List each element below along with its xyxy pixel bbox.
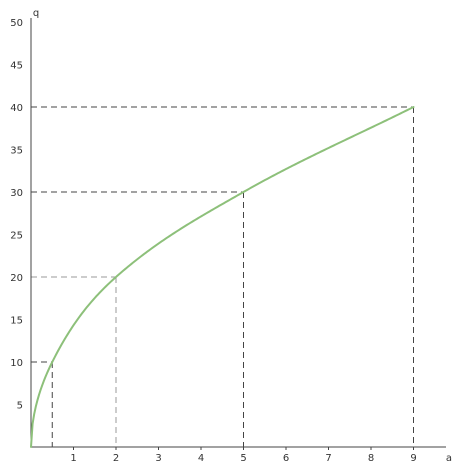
x-tick-label: 1 bbox=[70, 453, 76, 463]
y-axis-label: q bbox=[33, 8, 39, 19]
y-tick-label: 50 bbox=[10, 18, 23, 29]
y-tick-label: 45 bbox=[10, 61, 23, 72]
y-tick-label: 10 bbox=[10, 358, 23, 369]
y-tick-label: 35 bbox=[10, 146, 23, 157]
series-line bbox=[30, 106, 415, 448]
y-tick-label: 20 bbox=[10, 273, 23, 284]
x-tick-label: 8 bbox=[368, 453, 374, 463]
y-tick-label: 5 bbox=[17, 401, 23, 412]
x-tick-label: 2 bbox=[113, 453, 119, 463]
x-tick-label: 5 bbox=[240, 453, 246, 463]
y-tick-label: 15 bbox=[10, 316, 23, 327]
x-axis-label: a bbox=[446, 453, 452, 463]
axes bbox=[30, 18, 446, 448]
y-tick-label: 40 bbox=[10, 103, 23, 114]
x-tick-label: 7 bbox=[325, 453, 331, 463]
x-tick-label: 9 bbox=[410, 453, 416, 463]
y-tick-label: 25 bbox=[10, 231, 23, 242]
y-ticks: 5 10 15 20 25 30 35 40 45 50 bbox=[10, 18, 23, 412]
y-tick-label: 30 bbox=[10, 188, 23, 199]
x-ticks: 1 2 3 4 5 6 7 8 9 bbox=[70, 447, 417, 463]
x-tick-label: 4 bbox=[198, 453, 204, 463]
x-tick-label: 6 bbox=[283, 453, 289, 463]
reference-lines bbox=[31, 106, 414, 447]
x-tick-label: 3 bbox=[155, 453, 161, 463]
